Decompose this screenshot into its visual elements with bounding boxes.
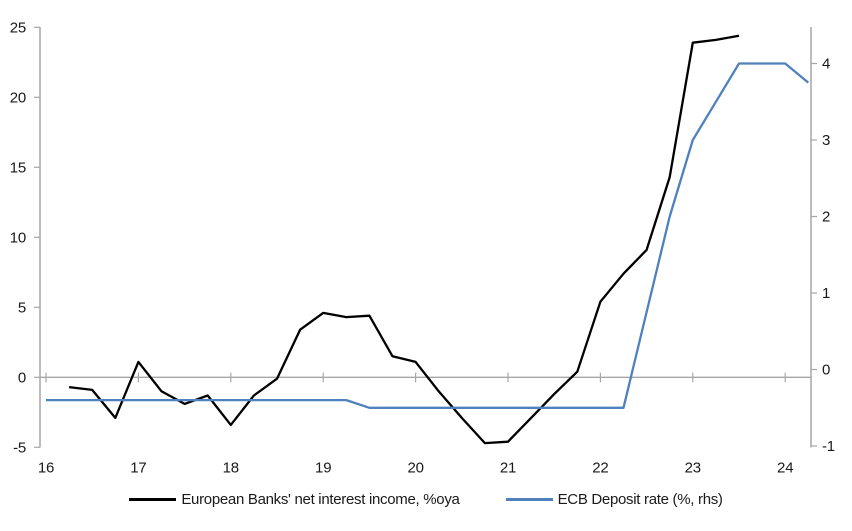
x-axis-tick-label: 20 bbox=[407, 460, 423, 477]
legend-item-ecb-deposit-rate: ECB Deposit rate (%, rhs) bbox=[505, 491, 723, 508]
series-line-ecb-deposit-rate bbox=[46, 62, 810, 409]
x-axis-tick-label: 24 bbox=[777, 460, 793, 477]
left-axis-tick-label: -5 bbox=[13, 440, 26, 457]
right-axis-tick-label: 4 bbox=[822, 56, 830, 73]
right-axis-tick-label: 2 bbox=[822, 209, 830, 226]
chart-legend: European Banks' net interest income, %oy… bbox=[0, 491, 852, 508]
x-axis-tick-label: 16 bbox=[38, 460, 54, 477]
right-axis-tick-label: 0 bbox=[822, 362, 830, 379]
x-axis-tick-label: 21 bbox=[500, 460, 516, 477]
right-axis-tick-label: 3 bbox=[822, 132, 830, 149]
left-axis-tick-label: 15 bbox=[10, 160, 26, 177]
legend-label-ecb-deposit-rate: ECB Deposit rate (%, rhs) bbox=[557, 491, 723, 508]
x-axis-tick-label: 19 bbox=[315, 460, 331, 477]
series-line-net-interest-income bbox=[68, 34, 740, 445]
x-axis-tick-label: 18 bbox=[223, 460, 239, 477]
right-axis-tick-label: -1 bbox=[822, 438, 835, 455]
legend-swatch-ecb-deposit-rate bbox=[505, 498, 553, 501]
left-axis-tick-label: 10 bbox=[10, 230, 26, 247]
left-axis-tick-label: 5 bbox=[18, 300, 26, 317]
left-axis-tick-label: 20 bbox=[10, 90, 26, 107]
left-axis-tick-label: 25 bbox=[10, 20, 26, 37]
legend-swatch-net-interest-income bbox=[129, 498, 177, 501]
right-axis-tick-label: 1 bbox=[822, 285, 830, 302]
x-axis-tick-label: 17 bbox=[130, 460, 146, 477]
legend-label-net-interest-income: European Banks' net interest income, %oy… bbox=[181, 491, 460, 508]
x-axis-tick-label: 23 bbox=[685, 460, 701, 477]
left-axis-tick-label: 0 bbox=[18, 370, 26, 387]
legend-item-net-interest-income: European Banks' net interest income, %oy… bbox=[129, 491, 460, 508]
x-axis-tick-label: 22 bbox=[592, 460, 608, 477]
